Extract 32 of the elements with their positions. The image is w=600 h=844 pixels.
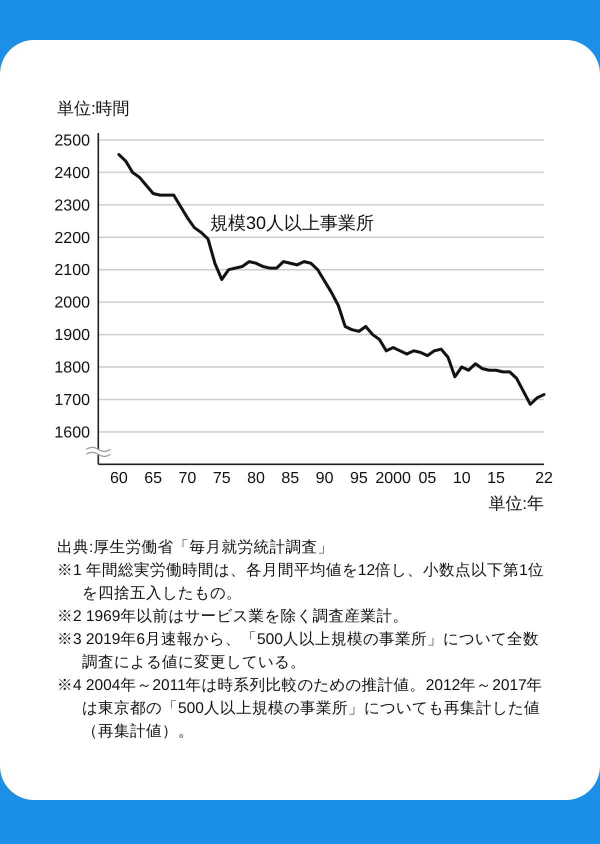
- series-label: 規模30人以上事業所: [210, 213, 374, 233]
- y-axis-title: 単位:時間: [57, 99, 130, 118]
- y-tick-label: 2000: [54, 294, 90, 312]
- text: ※3 2019年6月速報から、「500人以上規模の事業所」について全数調査による値に変更している。: [57, 630, 540, 673]
- y-tick-label: 2300: [54, 197, 90, 214]
- x-tick-label: 2000: [375, 470, 412, 487]
- source-note: 出典:厚生労働省「毎月就労統計調査」: [57, 538, 334, 558]
- text: ※2 1969年以前はサービス業を除く調査産業計。: [57, 607, 410, 627]
- x-tick-label: 90: [316, 470, 334, 487]
- y-tick-label: 2500: [54, 132, 90, 150]
- y-tick-label: 1600: [54, 424, 90, 442]
- x-tick-label: 15: [487, 470, 505, 487]
- x-tick-label: 85: [281, 470, 300, 487]
- y-tick-label: 2400: [54, 164, 90, 182]
- x-tick-label: 80: [247, 470, 266, 487]
- x-tick-label: 22: [535, 470, 553, 487]
- x-tick-label: 10: [452, 470, 471, 487]
- y-tick-label: 1700: [54, 392, 90, 409]
- x-tick-label: 60: [110, 470, 128, 487]
- y-tick-label: 1800: [54, 360, 90, 377]
- x-tick-label: 95: [350, 470, 368, 487]
- line-series: [117, 153, 546, 406]
- x-tick-label: 65: [144, 470, 162, 487]
- x-tick-label: 70: [178, 470, 196, 487]
- x-tick-label: 75: [212, 470, 231, 487]
- x-tick-label: 05: [418, 470, 436, 487]
- x-axis-title: 単位:年: [488, 494, 544, 513]
- y-tick-label: 2100: [54, 262, 90, 280]
- text: ※4 2004年～2011年は時系列比較のための推計値。2012年～2017年は東京都の「500人以上規模の事業所」についても再集計した値（再集計値）。: [57, 676, 544, 742]
- text: ※1 年間総実労働時間は、各月間平均値を12倍し、小数点以下第1位を四捨五入したもの。: [57, 560, 545, 604]
- y-tick-label: 2200: [54, 230, 90, 247]
- y-tick-label: 1900: [54, 327, 90, 344]
